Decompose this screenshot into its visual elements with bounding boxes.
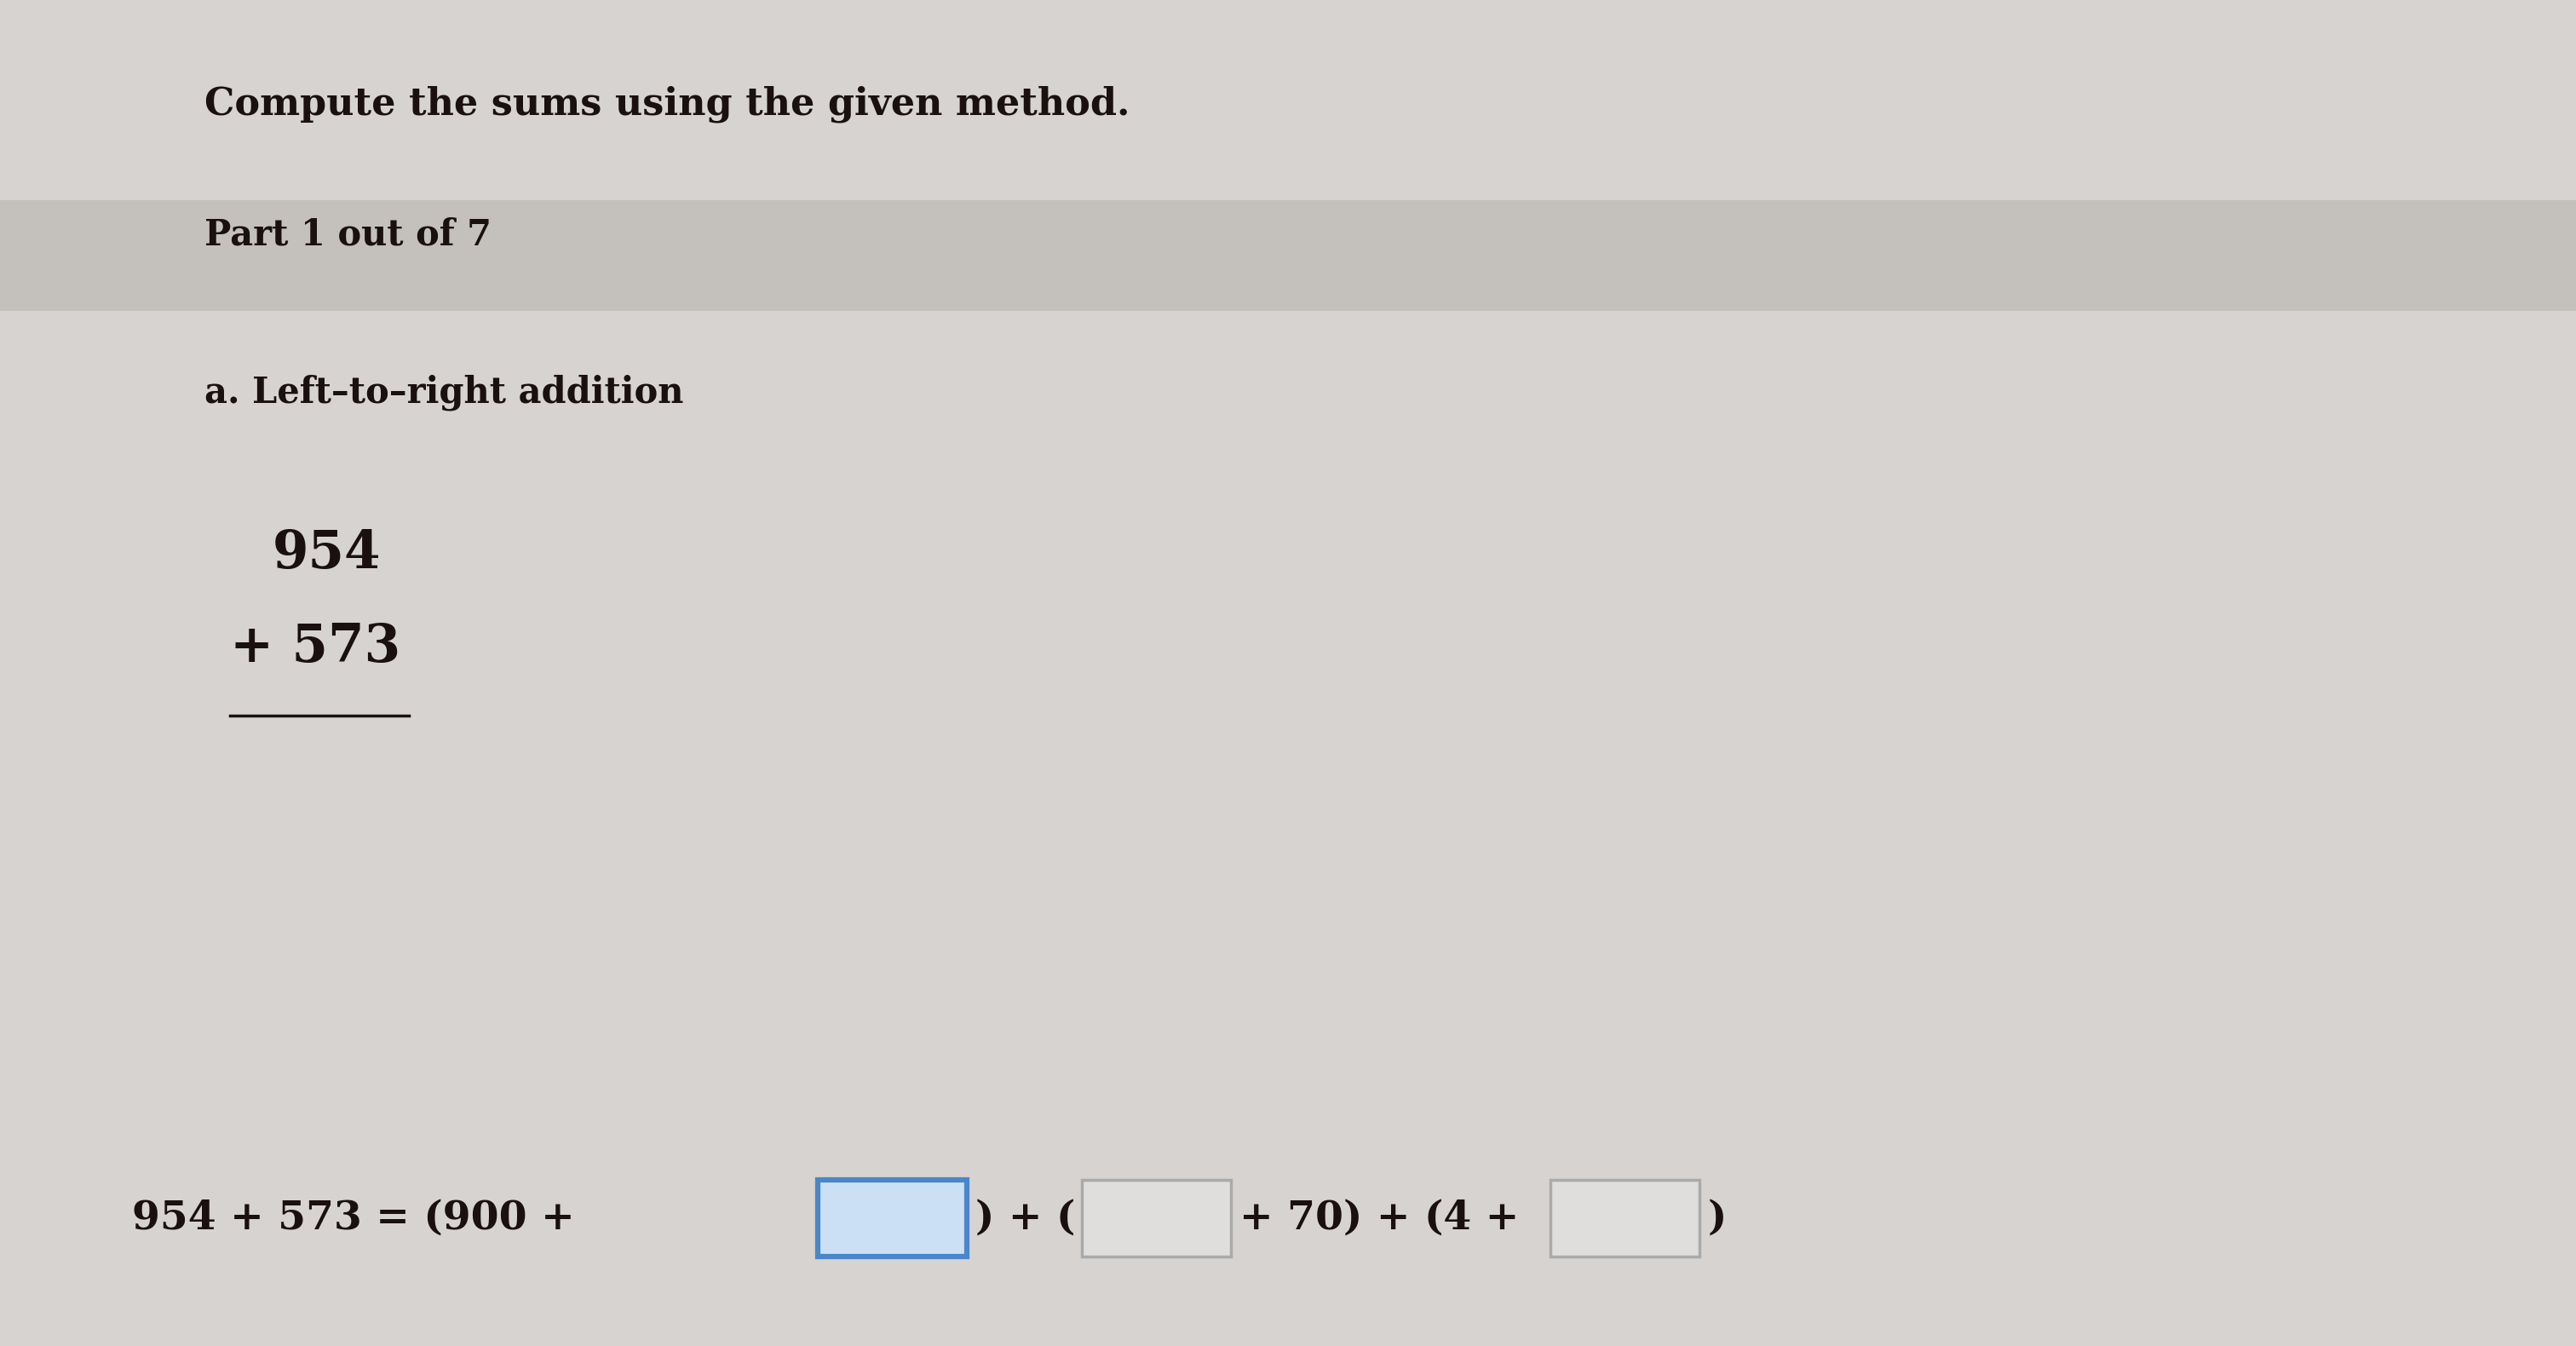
Text: ): ) <box>1708 1199 1726 1238</box>
Bar <box>1082 1180 1231 1257</box>
Text: + 573: + 573 <box>229 622 399 673</box>
Text: + 70) + (4 +: + 70) + (4 + <box>1239 1199 1520 1238</box>
Text: ) + (: ) + ( <box>976 1199 1074 1238</box>
Text: 954 + 573 = (900 +: 954 + 573 = (900 + <box>131 1199 574 1238</box>
Text: 954: 954 <box>273 528 381 579</box>
Text: a. Left–to–right addition: a. Left–to–right addition <box>204 374 683 411</box>
Text: Part 1 out of 7: Part 1 out of 7 <box>204 217 492 253</box>
Bar <box>1551 1180 1700 1257</box>
Bar <box>817 1180 966 1257</box>
Text: Compute the sums using the given method.: Compute the sums using the given method. <box>204 85 1131 122</box>
Bar <box>0 201 2576 311</box>
